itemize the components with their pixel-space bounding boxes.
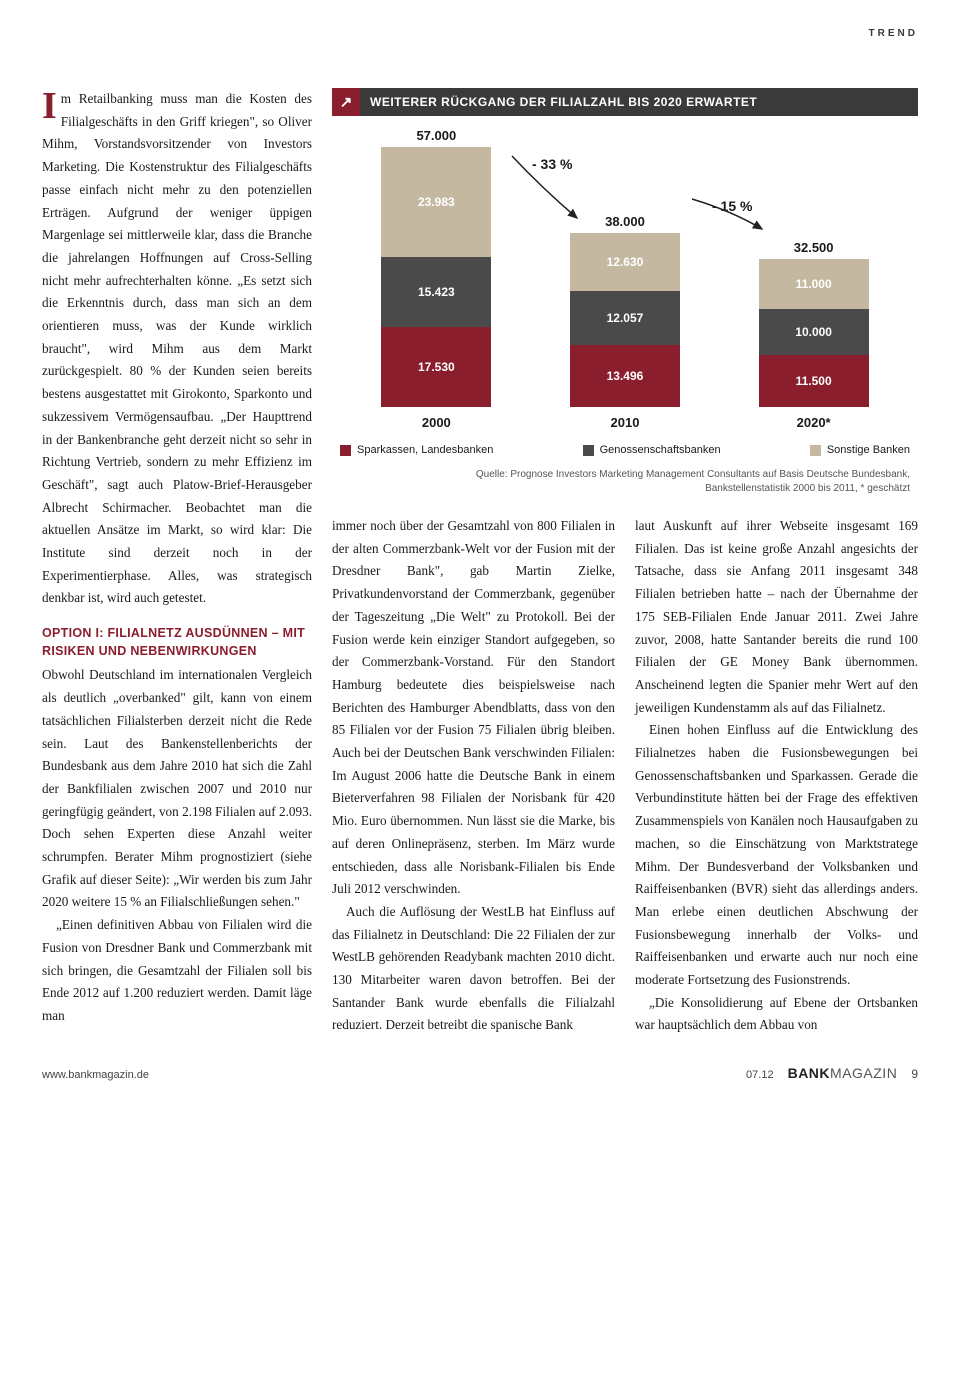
bar-stack: 23.98315.42317.530 (381, 147, 491, 407)
chart-title-bar: ↗ WEITERER RÜCKGANG DER FILIALZAHL BIS 2… (332, 88, 918, 116)
bar-segment: 11.000 (759, 259, 869, 309)
bar-stack: 11.00010.00011.500 (759, 259, 869, 407)
bar-total-label: 38.000 (605, 214, 645, 229)
bar-segment: 15.423 (381, 257, 491, 327)
chart-source: Quelle: Prognose Investors Marketing Man… (332, 468, 918, 501)
legend-item: Genossenschaftsbanken (583, 444, 721, 456)
body-paragraph: immer noch über der Gesamtzahl von 800 F… (332, 515, 615, 901)
legend-item: Sparkassen, Landesbanken (340, 444, 493, 456)
body-paragraph: Auch die Auflösung der WestLB hat Einflu… (332, 901, 615, 1037)
body-paragraph: Einen hohen Einfluss auf die Entwicklung… (635, 719, 918, 991)
bar-total-label: 32.500 (794, 240, 834, 255)
bar-total-label: 57.000 (416, 128, 456, 143)
chart-legend: Sparkassen, Landesbanken Genossenschaftsb… (332, 436, 918, 468)
chart-container: ↗ WEITERER RÜCKGANG DER FILIALZAHL BIS 2… (332, 88, 918, 501)
bar-segment: 12.630 (570, 233, 680, 291)
legend-swatch (810, 445, 821, 456)
bar-segment: 12.057 (570, 291, 680, 346)
footer-url: www.bankmagazin.de (42, 1069, 149, 1081)
legend-label: Genossenschaftsbanken (600, 444, 721, 456)
section-label: TREND (869, 28, 918, 39)
bar-segment: 13.496 (570, 345, 680, 407)
subheading: OPTION I: FILIALNETZ AUSDÜNNEN – MIT RIS… (42, 624, 312, 660)
bar-column: 32.500 11.00010.00011.500 2020* (754, 240, 874, 430)
legend-swatch (340, 445, 351, 456)
legend-label: Sonstige Banken (827, 444, 910, 456)
bar-segment: 11.500 (759, 355, 869, 407)
arrow-icon: ↗ (332, 88, 360, 116)
legend-label: Sparkassen, Landesbanken (357, 444, 493, 456)
bar-stack: 12.63012.05713.496 (570, 233, 680, 407)
bar-segment: 10.000 (759, 309, 869, 355)
legend-swatch (583, 445, 594, 456)
footer-brand: BANKMAGAZIN (788, 1065, 898, 1081)
middle-column: immer noch über der Gesamtzahl von 800 F… (332, 515, 615, 1037)
body-paragraph: laut Auskunft auf ihrer Webseite insgesa… (635, 515, 918, 719)
bar-column: 57.000 23.98315.42317.530 2000 (376, 128, 496, 430)
bar-year-label: 2020* (797, 415, 831, 430)
body-paragraph: Im Retailbanking muss man die Kosten des… (42, 88, 312, 610)
bar-segment: 23.983 (381, 147, 491, 256)
right-column: laut Auskunft auf ihrer Webseite insgesa… (635, 515, 918, 1037)
chart-body: - 33 % - 15 % 57.00023.98315.42317.53020… (332, 116, 918, 436)
dropcap: I (42, 88, 61, 122)
page-number: 9 (911, 1067, 918, 1081)
footer-issue: 07.12 (746, 1069, 774, 1081)
bar-segment: 17.530 (381, 327, 491, 407)
chart-title: WEITERER RÜCKGANG DER FILIALZAHL BIS 202… (360, 88, 918, 116)
page-footer: www.bankmagazin.de 07.12 BANKMAGAZIN 9 (42, 1065, 918, 1081)
bar-year-label: 2010 (611, 415, 640, 430)
body-paragraph: Obwohl Deutschland im internationalen Ve… (42, 664, 312, 914)
bar-column: 38.000 12.63012.05713.496 2010 (565, 214, 685, 430)
body-paragraph: „Einen definitiven Abbau von Filialen wi… (42, 914, 312, 1028)
legend-item: Sonstige Banken (810, 444, 910, 456)
bar-year-label: 2000 (422, 415, 451, 430)
left-column: Im Retailbanking muss man die Kosten des… (42, 88, 312, 1037)
body-paragraph: „Die Konsolidierung auf Ebene der Ortsba… (635, 992, 918, 1037)
